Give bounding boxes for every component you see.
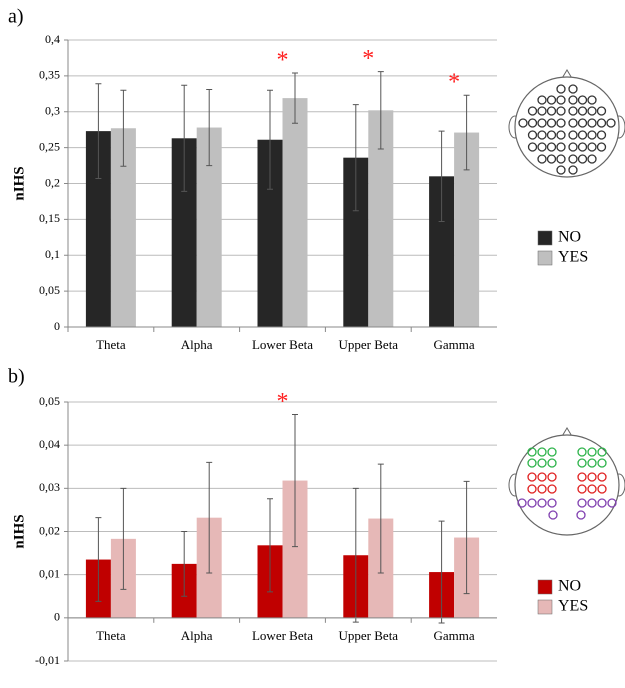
legend-swatch [538,600,552,614]
significance-marker: * [277,48,289,74]
y-tick-label: 0,02 [39,523,60,537]
figure: a) nIHS 0 0,05 0,1 0,15 0,2 0,25 0,3 0,35 0,4 Theta… [0,0,625,688]
y-tick-label: 0 [54,319,60,333]
y-tick-label: 0,05 [39,394,60,408]
y-tick-label: 0,2 [45,175,60,189]
y-tick-label: 0,25 [39,139,60,153]
y-axis-label: nIHS [11,166,27,200]
x-tick-label: Alpha [181,628,213,643]
legend-swatch [538,251,552,265]
y-tick-label: 0,15 [39,211,60,225]
x-tick-label: Upper Beta [339,337,399,352]
legend-label: YES [558,598,588,615]
y-tick-label: 0,35 [39,68,60,82]
y-tick-label: 0,01 [39,566,60,580]
x-tick-label: Upper Beta [339,628,399,643]
x-tick-label: Theta [96,337,126,352]
legend-label: NO [558,229,581,246]
y-tick-label: 0 [54,610,60,624]
x-tick-label: Lower Beta [252,337,313,352]
bar [283,98,308,327]
legend-label: NO [558,578,581,595]
panel-label: b) [8,366,25,388]
significance-marker: * [362,46,374,72]
x-tick-label: Alpha [181,337,213,352]
x-tick-label: Theta [96,628,126,643]
y-tick-label: 0,05 [39,283,60,297]
y-tick-label: 0,3 [45,104,60,118]
y-tick-label: 0,03 [39,480,60,494]
panel-label: a) [8,6,24,28]
y-axis-label: nIHS [11,514,27,548]
significance-marker: * [277,389,289,415]
legend-swatch [538,580,552,594]
y-tick-label: 0,4 [45,32,60,46]
significance-marker: * [448,70,460,96]
legend-swatch [538,231,552,245]
y-tick-label: 0,04 [39,437,60,451]
y-tick-label: 0,1 [45,247,60,261]
x-tick-label: Gamma [434,628,475,643]
legend-label: YES [558,249,588,266]
x-tick-label: Gamma [434,337,475,352]
y-tick-label: -0,01 [35,653,60,667]
x-tick-label: Lower Beta [252,628,313,643]
